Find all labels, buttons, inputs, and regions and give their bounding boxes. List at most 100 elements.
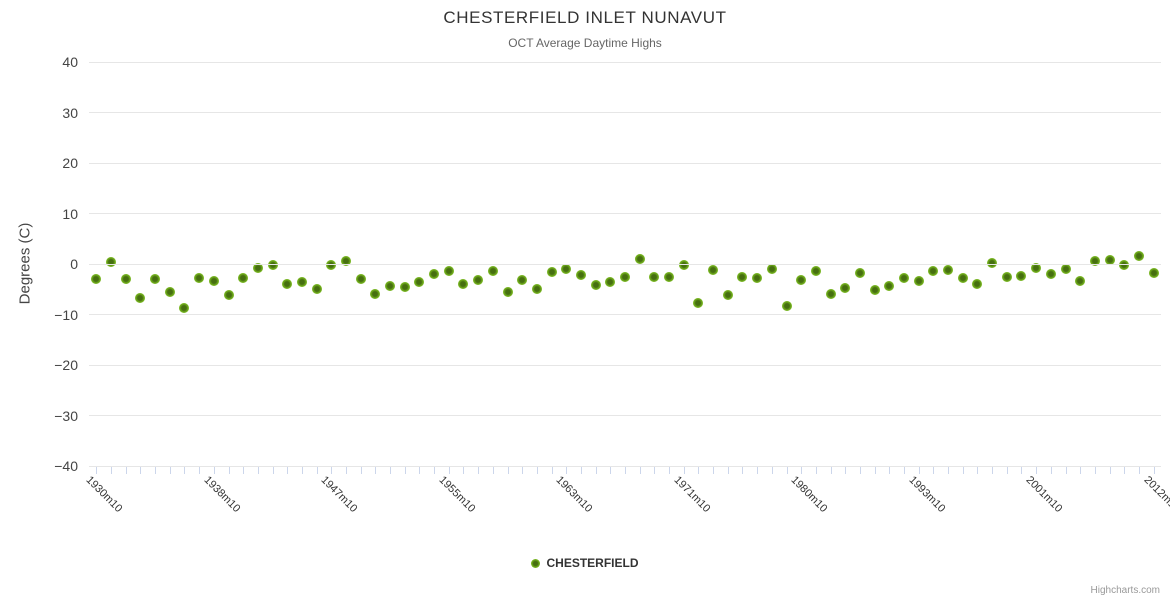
data-point[interactable]	[1045, 269, 1056, 280]
data-point[interactable]	[928, 266, 939, 277]
x-tick	[757, 467, 759, 474]
data-point[interactable]	[766, 263, 777, 274]
data-point[interactable]	[517, 275, 528, 286]
data-point[interactable]	[399, 281, 410, 292]
data-point[interactable]	[590, 280, 601, 291]
data-point[interactable]	[370, 289, 381, 300]
x-tick	[889, 467, 891, 474]
data-point[interactable]	[164, 286, 175, 297]
x-tick	[639, 467, 641, 474]
x-tick	[874, 467, 876, 474]
data-point[interactable]	[987, 257, 998, 268]
data-point[interactable]	[311, 284, 322, 295]
legend-item[interactable]: CHESTERFIELD	[0, 556, 1170, 570]
data-point[interactable]	[884, 281, 895, 292]
data-point[interactable]	[1119, 260, 1130, 270]
x-tick	[551, 467, 553, 474]
x-tick	[536, 467, 538, 474]
grid-line	[89, 162, 1161, 164]
data-point[interactable]	[150, 274, 161, 285]
data-point[interactable]	[664, 272, 675, 283]
data-point[interactable]	[252, 262, 263, 273]
data-point[interactable]	[722, 290, 733, 301]
data-point[interactable]	[443, 266, 454, 277]
x-tick	[727, 467, 729, 474]
y-tick-label: 0	[70, 256, 78, 272]
data-point[interactable]	[620, 271, 630, 282]
data-point[interactable]	[693, 298, 704, 309]
data-point[interactable]	[267, 260, 278, 270]
data-point[interactable]	[957, 272, 968, 283]
x-tick	[111, 467, 113, 474]
data-point[interactable]	[561, 264, 572, 275]
x-tick	[125, 467, 127, 474]
data-point[interactable]	[1089, 255, 1100, 266]
data-point[interactable]	[1075, 276, 1086, 287]
data-point[interactable]	[972, 279, 983, 290]
data-point[interactable]	[296, 276, 307, 287]
x-tick	[859, 467, 861, 474]
x-tick	[140, 467, 142, 474]
data-point[interactable]	[1031, 262, 1042, 273]
data-point[interactable]	[678, 259, 689, 270]
data-point[interactable]	[487, 265, 498, 276]
data-point[interactable]	[179, 302, 190, 313]
data-point[interactable]	[223, 290, 234, 301]
x-tick-label: 1930m10	[83, 474, 125, 515]
data-point[interactable]	[708, 265, 719, 276]
data-point[interactable]	[458, 279, 469, 290]
data-point[interactable]	[649, 271, 660, 282]
data-point[interactable]	[1148, 267, 1159, 278]
credits-link[interactable]: Highcharts.com	[1090, 585, 1160, 596]
data-point[interactable]	[796, 275, 807, 286]
data-point[interactable]	[135, 293, 146, 304]
data-point[interactable]	[238, 273, 249, 284]
data-point[interactable]	[91, 274, 102, 285]
data-point[interactable]	[546, 266, 557, 277]
data-point[interactable]	[120, 273, 131, 284]
data-point[interactable]	[414, 276, 425, 287]
data-point[interactable]	[1133, 251, 1144, 262]
data-point[interactable]	[781, 300, 792, 311]
data-point[interactable]	[605, 276, 616, 287]
x-tick-label: 2012m10	[1141, 474, 1170, 515]
data-point[interactable]	[385, 281, 396, 292]
x-tick	[155, 467, 157, 474]
x-tick-label: 1955m10	[436, 474, 478, 515]
data-point[interactable]	[473, 275, 484, 286]
data-point[interactable]	[913, 276, 924, 287]
data-point[interactable]	[1001, 271, 1012, 282]
x-tick	[1065, 467, 1067, 474]
grid-line	[89, 465, 1161, 467]
data-point[interactable]	[1060, 263, 1071, 274]
x-tick	[390, 467, 392, 474]
data-point[interactable]	[1016, 271, 1027, 282]
y-tick-label: −20	[54, 357, 78, 373]
data-point[interactable]	[1104, 254, 1115, 265]
data-point[interactable]	[854, 268, 865, 279]
data-point[interactable]	[106, 256, 117, 267]
data-point[interactable]	[575, 270, 586, 281]
data-point[interactable]	[208, 276, 219, 287]
x-tick-label: 2001m10	[1023, 474, 1065, 515]
data-point[interactable]	[429, 269, 440, 280]
data-point[interactable]	[899, 272, 909, 283]
data-point[interactable]	[825, 289, 836, 300]
data-point[interactable]	[282, 279, 293, 290]
data-point[interactable]	[810, 266, 821, 277]
x-tick	[316, 467, 318, 474]
data-point[interactable]	[943, 265, 954, 276]
data-point[interactable]	[634, 253, 645, 264]
data-point[interactable]	[355, 274, 366, 285]
data-point[interactable]	[752, 273, 763, 284]
data-point[interactable]	[869, 285, 880, 296]
y-tick-label: −10	[54, 306, 78, 323]
data-point[interactable]	[531, 284, 542, 295]
y-tick-label: 10	[62, 205, 78, 222]
data-point[interactable]	[194, 273, 205, 284]
data-point[interactable]	[340, 256, 351, 267]
data-point[interactable]	[840, 282, 851, 293]
data-point[interactable]	[326, 260, 337, 270]
data-point[interactable]	[502, 286, 513, 297]
data-point[interactable]	[737, 271, 748, 282]
